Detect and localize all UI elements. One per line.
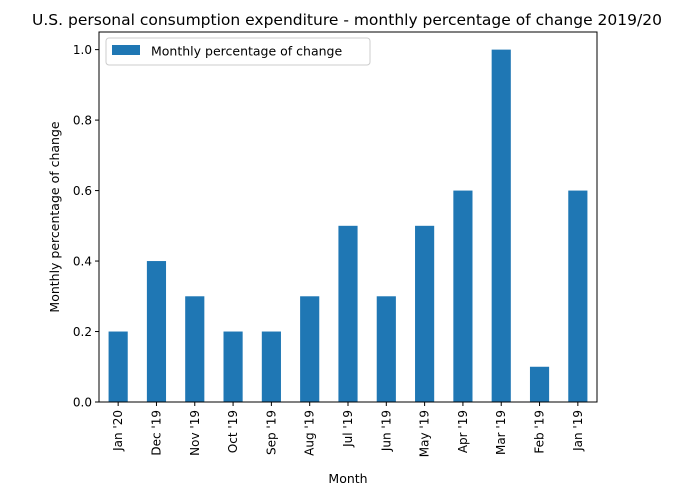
x-axis-label: Month — [328, 471, 367, 486]
x-tick-label: Jan '19 — [571, 410, 585, 452]
y-tick-label: 0.2 — [73, 325, 92, 339]
bar — [108, 331, 128, 402]
y-axis: 0.0 0.2 0.4 0.6 0.8 1.0 — [73, 43, 99, 410]
x-tick-label: Dec '19 — [149, 410, 163, 456]
x-tick-label: Feb '19 — [533, 410, 547, 454]
x-tick-label: Jan '20 — [111, 410, 125, 452]
x-tick-label: Aug '19 — [303, 410, 317, 456]
legend-swatch — [112, 45, 140, 55]
bar — [415, 225, 435, 402]
y-tick-label: 0.4 — [73, 255, 92, 269]
x-tick-label: Oct '19 — [226, 410, 240, 453]
x-tick-label: Jul '19 — [341, 410, 355, 448]
x-tick-label: Mar '19 — [494, 410, 508, 455]
bar — [223, 331, 243, 402]
x-axis: Jan '20 Dec '19 Nov '19 Oct '19 Sep '19 Aug '… — [111, 402, 585, 457]
legend-box — [105, 37, 371, 66]
y-tick-label: 0.0 — [73, 396, 92, 410]
y-tick-label: 0.8 — [73, 114, 92, 128]
bar — [529, 366, 550, 402]
chart-title: U.S. personal consumption expenditure - … — [32, 11, 662, 29]
bar — [300, 296, 320, 402]
x-tick-label: Sep '19 — [264, 410, 278, 455]
plot-frame — [98, 31, 598, 403]
y-axis-label: Monthly percentage of change — [47, 121, 62, 312]
bar — [568, 190, 588, 402]
y-tick-label: 1.0 — [73, 43, 92, 57]
y-tick-label: 0.6 — [73, 184, 92, 198]
bar — [376, 296, 396, 402]
bar — [185, 296, 205, 402]
legend: Monthly percentage of change — [105, 37, 371, 66]
bar — [261, 331, 281, 402]
x-tick-label: Jun '19 — [379, 410, 393, 452]
bar — [146, 261, 167, 402]
bar — [453, 190, 473, 402]
x-tick-label: Apr '19 — [456, 410, 470, 453]
x-tick-label: Nov '19 — [188, 410, 202, 456]
bar-layer — [108, 49, 588, 402]
bar — [491, 49, 511, 402]
legend-label: Monthly percentage of change — [151, 44, 342, 59]
bar — [338, 225, 358, 402]
x-tick-label: May '19 — [418, 410, 432, 457]
